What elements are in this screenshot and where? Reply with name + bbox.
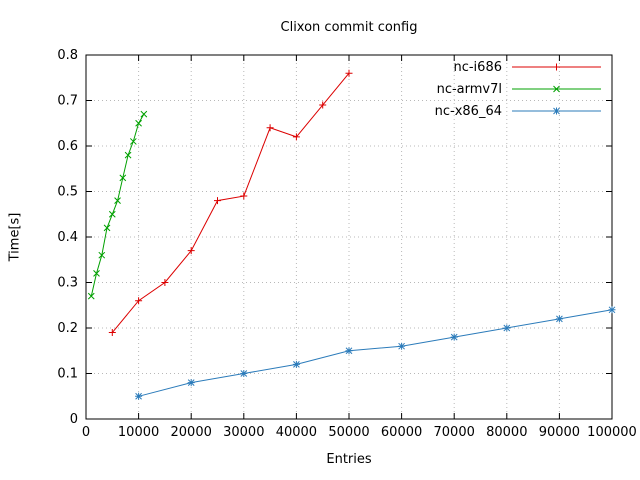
- series-marker: [187, 247, 195, 255]
- y-tick-label: 0.7: [57, 94, 78, 109]
- series-marker: [124, 151, 132, 159]
- series-marker: [345, 69, 353, 77]
- series-marker: [240, 192, 248, 200]
- series-marker: [398, 342, 406, 350]
- x-tick-label: 40000: [276, 425, 317, 440]
- y-tick-label: 0.2: [57, 321, 78, 336]
- x-tick-label: 70000: [434, 425, 475, 440]
- legend-label: nc-i686: [453, 60, 502, 75]
- x-tick-label: 100000: [587, 425, 637, 440]
- series-marker: [103, 224, 111, 232]
- x-tick-label: 50000: [328, 425, 369, 440]
- y-tick-label: 0: [70, 412, 78, 427]
- y-tick-label: 0.6: [57, 139, 78, 154]
- series-marker: [119, 174, 127, 182]
- series-marker: [135, 297, 143, 305]
- legend-label: nc-x86_64: [435, 104, 502, 119]
- series-marker: [292, 360, 300, 368]
- series-marker: [608, 306, 616, 314]
- series-marker: [135, 119, 142, 127]
- x-tick-label: 0: [82, 425, 90, 440]
- series-marker: [135, 392, 143, 400]
- series-marker: [87, 292, 95, 300]
- series-marker: [345, 347, 353, 355]
- chart-title: Clixon commit config: [280, 20, 418, 35]
- series-marker: [187, 379, 195, 387]
- series-marker: [161, 279, 169, 286]
- series-nc-i686: [108, 69, 353, 337]
- legend-entry-nc-i686: nc-i686: [453, 60, 601, 75]
- series-marker: [114, 197, 121, 204]
- series-nc-x86_64: [135, 306, 616, 400]
- legend-label: nc-armv7l: [437, 82, 502, 97]
- series-marker: [108, 210, 116, 218]
- x-tick-label: 10000: [118, 425, 159, 440]
- y-tick-label: 0.4: [57, 230, 78, 245]
- series-marker: [98, 251, 106, 259]
- series-marker: [240, 370, 248, 377]
- series-marker: [555, 315, 563, 323]
- x-tick-label: 80000: [486, 425, 527, 440]
- series-marker: [553, 63, 560, 71]
- series-marker: [292, 133, 300, 141]
- series-marker: [450, 333, 458, 341]
- x-tick-label: 20000: [171, 425, 212, 440]
- x-axis-label: Entries: [326, 452, 372, 467]
- x-tick-label: 60000: [381, 425, 422, 440]
- series-nc-armv7l: [87, 110, 148, 300]
- series-marker: [553, 107, 560, 115]
- x-tick-label: 30000: [223, 425, 264, 440]
- series-marker: [266, 124, 274, 132]
- series-marker: [108, 329, 116, 337]
- series-marker: [503, 324, 511, 332]
- series-line: [90, 113, 145, 297]
- series-line: [111, 72, 350, 333]
- legend-entry-nc-armv7l: nc-armv7l: [437, 82, 601, 97]
- y-tick-label: 0.8: [57, 48, 78, 63]
- x-tick-label: 90000: [539, 425, 580, 440]
- series-marker: [129, 138, 137, 145]
- plot-border: [85, 54, 613, 420]
- y-tick-label: 0.1: [57, 367, 78, 382]
- series-marker: [140, 110, 148, 118]
- series-marker: [93, 270, 100, 277]
- series-line: [138, 309, 613, 397]
- series-marker: [319, 101, 327, 109]
- legend-entry-nc-x86_64: nc-x86_64: [435, 104, 601, 119]
- y-tick-label: 0.5: [57, 185, 78, 200]
- series-marker: [214, 197, 221, 205]
- series-marker: [553, 85, 560, 93]
- y-tick-label: 0.3: [57, 276, 78, 291]
